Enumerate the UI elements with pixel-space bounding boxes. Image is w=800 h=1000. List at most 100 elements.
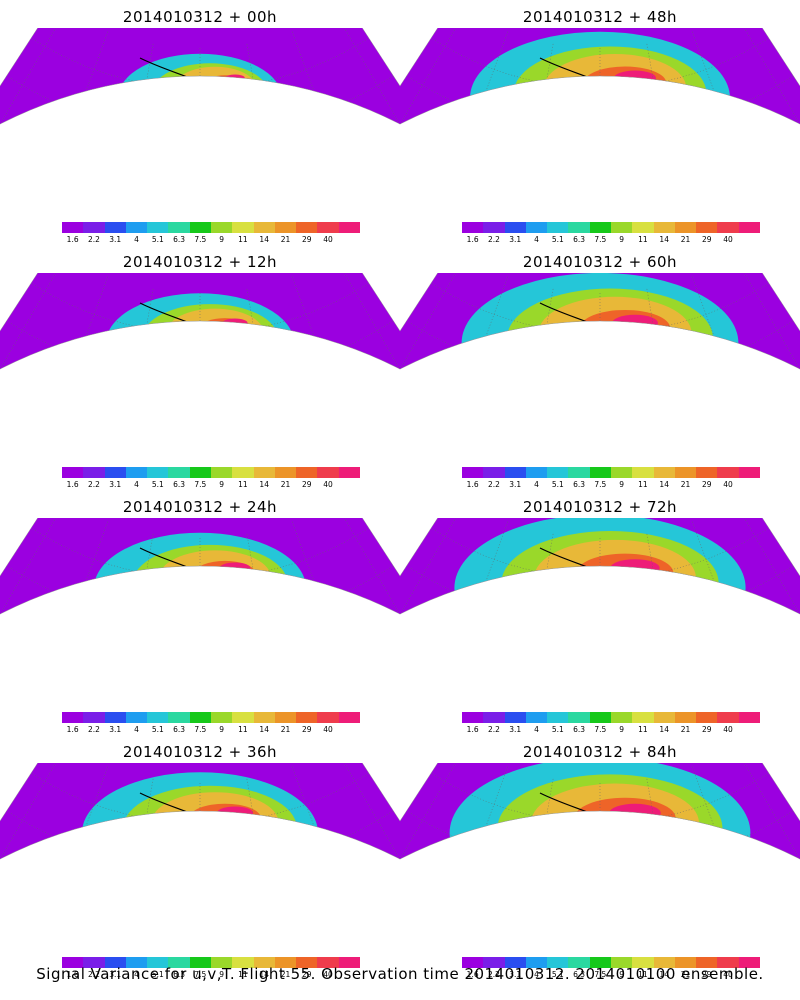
colorbar-tick-label: 1.6 [66, 480, 79, 489]
colorbar-swatch [525, 467, 548, 478]
colorbar-tick-label: 6.3 [573, 970, 586, 979]
colorbar-swatch [696, 712, 718, 723]
colorbar [462, 222, 760, 233]
colorbar-labels: 1.6 2.2 3.1 4 5.1 6.3 7.5 9 11 14 21 29 40 [62, 235, 360, 245]
colorbar-swatch [738, 712, 760, 723]
colorbar-swatch [189, 222, 211, 233]
colorbar-swatch [125, 712, 148, 723]
colorbar-tick-label: 40 [323, 970, 333, 979]
colorbar-swatch [232, 957, 254, 968]
colorbar-tick-label: 1.6 [466, 725, 479, 734]
colorbar-tick-label: 3.1 [509, 480, 522, 489]
colorbar-labels: 1.6 2.2 3.1 4 5.1 6.3 7.5 9 11 14 21 29 40 [62, 970, 360, 980]
colorbar-tick-label: 5.1 [151, 235, 164, 244]
variance-map [400, 273, 800, 393]
colorbar-swatch [274, 222, 297, 233]
colorbar-tick-label: 7.5 [194, 480, 207, 489]
colorbar-swatch [317, 222, 339, 233]
colorbar-tick-label: 2.2 [487, 725, 500, 734]
colorbar-swatch [125, 957, 148, 968]
colorbar-tick-label: 4 [534, 480, 539, 489]
colorbar-tick-label: 9 [219, 725, 225, 734]
colorbar [462, 467, 760, 478]
colorbar-tick-label: 21 [680, 480, 691, 489]
variance-map [400, 763, 800, 883]
colorbar-swatch [525, 712, 548, 723]
colorbar [462, 712, 760, 723]
colorbar-tick-label: 9 [219, 480, 225, 489]
colorbar-swatch [83, 712, 105, 723]
colorbar-swatch [653, 957, 675, 968]
colorbar-tick-label: 7.5 [594, 235, 607, 244]
colorbar-swatch [589, 467, 611, 478]
colorbar-swatch [189, 467, 211, 478]
variance-map [400, 518, 800, 638]
colorbar-swatch [696, 467, 718, 478]
colorbar-tick-label: 29 [702, 235, 712, 244]
colorbar-swatch [168, 467, 190, 478]
colorbar-swatch [504, 957, 526, 968]
colorbar-tick-label: 40 [723, 235, 733, 244]
panel-title: 2014010312 + 36h [122, 743, 278, 761]
colorbar-tick-label: 11 [238, 480, 248, 489]
colorbar-tick-label: 9 [219, 970, 225, 979]
colorbar-tick-label: 4 [534, 235, 539, 244]
colorbar-tick-label: 3.1 [509, 235, 522, 244]
colorbar-tick-label: 2.2 [487, 970, 500, 979]
colorbar-tick-label: 11 [638, 725, 648, 734]
colorbar-tick-label: 14 [259, 725, 269, 734]
colorbar-tick-label: 3.1 [109, 235, 122, 244]
colorbar-swatch [738, 222, 760, 233]
colorbar-tick-label: 4 [134, 970, 139, 979]
colorbar-tick-label: 6.3 [573, 725, 586, 734]
colorbar-swatch [147, 712, 169, 723]
colorbar-tick-label: 6.3 [173, 235, 186, 244]
colorbar-tick-label: 40 [723, 480, 733, 489]
colorbar-tick-label: 9 [619, 725, 625, 734]
colorbar-swatch [317, 957, 339, 968]
colorbar-tick-label: 40 [323, 235, 333, 244]
panel-title: 2014010312 + 12h [122, 253, 278, 271]
colorbar-tick-label: 4 [134, 235, 139, 244]
colorbar-tick-label: 14 [659, 970, 669, 979]
colorbar-tick-label: 2.2 [87, 725, 100, 734]
colorbar-tick-label: 4 [534, 970, 539, 979]
colorbar-swatch [462, 467, 484, 478]
colorbar-tick-label: 4 [534, 725, 539, 734]
colorbar-tick-label: 1.6 [66, 970, 79, 979]
colorbar [62, 222, 360, 233]
colorbar-swatch [338, 712, 360, 723]
colorbar-tick-label: 6.3 [173, 970, 186, 979]
colorbar-swatch [274, 712, 297, 723]
colorbar-tick-label: 2.2 [87, 480, 100, 489]
colorbar-swatch [589, 712, 611, 723]
colorbar-tick-label: 14 [659, 235, 669, 244]
colorbar-swatch [610, 712, 633, 723]
map-panel: 2014010312 + 48h 1.6 2.2 3.1 4 5.1 6.3 7.5 9 11 14… [400, 0, 800, 245]
map-panel: 2014010312 + 24h 1.6 2.2 3.1 4 5.1 6.3 7.5 9 11 14… [0, 490, 400, 735]
colorbar-tick-label: 5.1 [151, 480, 164, 489]
colorbar-tick-label: 11 [638, 480, 648, 489]
colorbar-swatch [483, 957, 505, 968]
colorbar-tick-label: 29 [702, 725, 712, 734]
colorbar-swatch [610, 222, 633, 233]
panel-title: 2014010312 + 24h [122, 498, 278, 516]
colorbar-swatch [568, 712, 590, 723]
colorbar-swatch [717, 957, 739, 968]
colorbar-swatch [338, 467, 360, 478]
colorbar-swatch [189, 712, 211, 723]
figure-caption: Signal Variance for u,v,T. Flight 55. Ob… [36, 965, 764, 983]
colorbar-swatch [674, 222, 697, 233]
colorbar-swatch [547, 222, 569, 233]
colorbar-swatch [483, 222, 505, 233]
colorbar-tick-label: 9 [619, 480, 625, 489]
colorbar-swatch [504, 712, 526, 723]
colorbar [62, 467, 360, 478]
colorbar-tick-label: 3.1 [509, 725, 522, 734]
colorbar-tick-label: 5.1 [551, 970, 564, 979]
colorbar-tick-label: 14 [259, 235, 269, 244]
colorbar-swatch [317, 467, 339, 478]
colorbar-swatch [717, 712, 739, 723]
colorbar-swatch [717, 467, 739, 478]
colorbar-swatch [338, 957, 360, 968]
